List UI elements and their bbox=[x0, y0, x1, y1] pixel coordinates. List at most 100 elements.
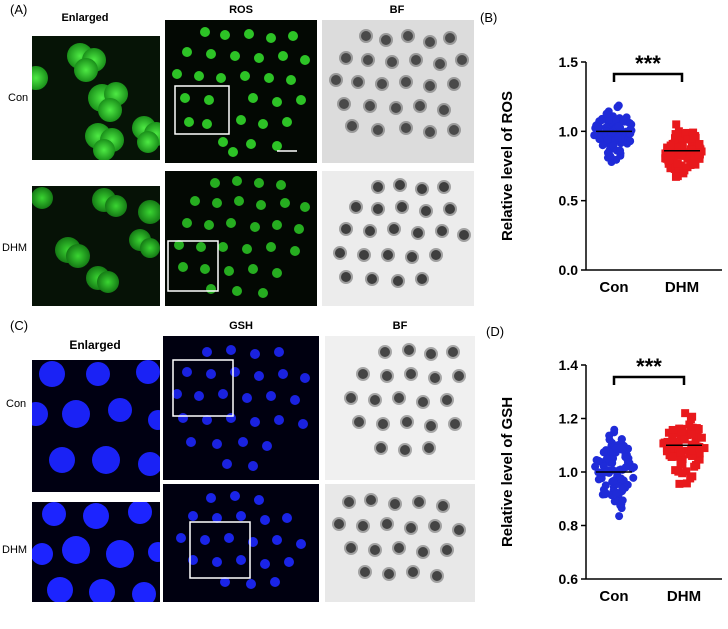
panel-label-b: (B) bbox=[480, 10, 498, 25]
data-point bbox=[677, 136, 686, 145]
data-point bbox=[621, 463, 630, 472]
y-tick-label: 0.6 bbox=[559, 571, 579, 587]
data-point bbox=[689, 159, 698, 168]
significance-label: *** bbox=[636, 354, 662, 379]
data-point bbox=[614, 122, 623, 131]
data-point bbox=[686, 474, 695, 483]
gsh-con-fluorescence-image bbox=[163, 336, 319, 480]
ros-con-fluorescence-image bbox=[165, 20, 317, 163]
data-point bbox=[690, 462, 699, 471]
enlarged-gsh-dhm-image bbox=[32, 502, 160, 602]
data-point bbox=[686, 415, 695, 424]
y-tick-label: 0.5 bbox=[559, 193, 579, 209]
data-point bbox=[610, 425, 619, 434]
significance-label: *** bbox=[635, 51, 661, 76]
y-tick-label: 0.8 bbox=[559, 518, 579, 534]
data-point bbox=[691, 437, 700, 446]
data-point bbox=[682, 479, 691, 488]
data-point bbox=[674, 165, 683, 174]
header-bf-c: BF bbox=[392, 320, 408, 332]
series-dhm bbox=[661, 120, 706, 181]
header-ros: ROS bbox=[229, 4, 253, 16]
data-point bbox=[667, 452, 676, 461]
data-point bbox=[692, 448, 701, 457]
enlarged-ros-dhm-image bbox=[32, 186, 160, 306]
data-point bbox=[613, 103, 622, 112]
enlarged-ros-con-image bbox=[32, 36, 160, 160]
data-point bbox=[683, 135, 692, 144]
data-point bbox=[678, 460, 687, 469]
data-point bbox=[671, 130, 680, 139]
data-point bbox=[666, 141, 675, 150]
y-tick-label: 1.2 bbox=[559, 411, 579, 427]
data-point bbox=[629, 473, 638, 482]
data-point bbox=[694, 425, 703, 434]
bf-dhm-a-image bbox=[322, 171, 474, 306]
data-point bbox=[662, 447, 671, 456]
data-point bbox=[612, 488, 621, 497]
data-point bbox=[616, 146, 625, 155]
series-dhm bbox=[659, 409, 709, 488]
data-point bbox=[673, 429, 682, 438]
y-tick-label: 0.0 bbox=[559, 262, 579, 278]
data-point bbox=[666, 151, 675, 160]
bf-con-a-image bbox=[322, 20, 474, 163]
data-point bbox=[666, 442, 675, 451]
ros-dhm-fluorescence-image bbox=[165, 171, 317, 306]
data-point bbox=[695, 140, 704, 149]
data-point bbox=[617, 435, 626, 444]
data-point bbox=[625, 136, 634, 145]
y-axis-title: Relative level of GSH bbox=[499, 397, 516, 547]
gsh-scatter-chart: 0.6 0.8 1.0 1.2 1.4 Relative level of GSH Con D… bbox=[499, 354, 722, 605]
data-point bbox=[601, 481, 610, 490]
ros-scatter-chart: 0.0 0.5 1.0 1.5 Relative level of ROS Con DHM *… bbox=[499, 51, 722, 296]
data-point bbox=[612, 115, 621, 124]
data-point bbox=[594, 122, 603, 131]
data-point bbox=[598, 141, 607, 150]
data-point bbox=[687, 446, 696, 455]
bf-con-c-image bbox=[325, 336, 475, 480]
data-point bbox=[672, 120, 681, 129]
y-tick-label: 1.0 bbox=[559, 123, 579, 139]
data-point bbox=[686, 145, 695, 154]
header-bf-a: BF bbox=[389, 4, 405, 16]
significance-bracket bbox=[612, 375, 686, 385]
series-con bbox=[591, 425, 638, 521]
data-point bbox=[675, 479, 684, 488]
data-point bbox=[679, 169, 688, 178]
y-tick-label: 1.5 bbox=[559, 54, 579, 70]
data-point bbox=[690, 152, 699, 161]
data-point bbox=[695, 154, 704, 163]
header-gsh: GSH bbox=[229, 320, 253, 332]
data-point bbox=[603, 135, 612, 144]
data-point bbox=[606, 152, 615, 161]
row-label-dhm-a: DHM bbox=[2, 242, 28, 254]
data-point bbox=[681, 409, 690, 418]
data-point bbox=[663, 437, 672, 446]
data-point bbox=[681, 129, 690, 138]
data-point bbox=[673, 452, 682, 461]
data-point bbox=[628, 464, 637, 473]
data-point bbox=[615, 512, 624, 521]
x-tick-label: Con bbox=[599, 588, 628, 605]
enlarged-gsh-con-image bbox=[32, 360, 160, 492]
data-point bbox=[672, 143, 681, 152]
data-point bbox=[602, 454, 611, 463]
data-point bbox=[695, 455, 704, 464]
data-point bbox=[677, 427, 686, 436]
gsh-dhm-fluorescence-image bbox=[163, 484, 319, 602]
data-point bbox=[599, 448, 608, 457]
data-point bbox=[682, 446, 691, 455]
data-point bbox=[673, 159, 682, 168]
y-tick-label: 1.4 bbox=[559, 357, 579, 373]
data-point bbox=[670, 134, 679, 143]
data-point bbox=[601, 488, 610, 497]
data-point bbox=[676, 448, 685, 457]
x-tick-label: DHM bbox=[665, 279, 699, 296]
data-point bbox=[618, 496, 627, 505]
data-point bbox=[689, 134, 698, 143]
panel-label-a: (A) bbox=[10, 2, 28, 17]
data-point bbox=[594, 457, 603, 466]
row-label-con-a: Con bbox=[8, 92, 29, 104]
data-point bbox=[674, 440, 683, 449]
